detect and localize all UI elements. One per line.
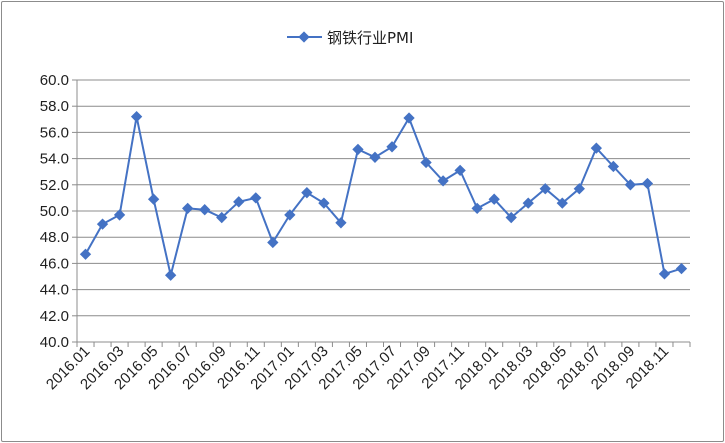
y-tick-label: 50.0 <box>40 203 69 220</box>
data-point <box>488 193 500 205</box>
data-point <box>301 187 313 199</box>
y-tick-label: 58.0 <box>40 98 69 115</box>
data-point <box>505 211 517 224</box>
x-axis: 2016.012016.032016.052016.072016.092016.… <box>43 341 691 393</box>
data-point <box>437 175 449 187</box>
y-tick-label: 52.0 <box>40 177 69 194</box>
data-point <box>590 142 603 154</box>
data-point <box>675 262 688 275</box>
data-point <box>335 217 347 229</box>
y-tick-label: 60.0 <box>40 72 69 89</box>
y-tick-label: 54.0 <box>40 151 69 168</box>
y-tick-label: 46.0 <box>40 255 69 272</box>
data-point <box>607 160 620 173</box>
y-axis: 40.0 42.0 44.0 46.0 48.0 50.0 52.0 54.0 56.0 58.0… <box>40 72 78 351</box>
data-point <box>624 179 637 191</box>
data-point <box>182 202 194 215</box>
data-point <box>233 196 245 208</box>
data-point <box>369 151 381 163</box>
data-point <box>164 269 177 281</box>
series-group <box>79 111 688 281</box>
data-point <box>284 209 296 221</box>
data-point <box>556 197 568 209</box>
data-point <box>641 177 654 190</box>
data-point <box>522 197 534 209</box>
legend-label: 钢铁行业PMI <box>327 29 413 47</box>
legend: 钢铁行业PMI <box>287 29 413 47</box>
data-point <box>454 164 466 177</box>
y-tick-label: 48.0 <box>40 229 69 246</box>
y-tick-label: 44.0 <box>40 282 69 299</box>
data-point <box>79 248 92 260</box>
gridlines <box>77 79 690 343</box>
legend-marker <box>298 31 310 43</box>
data-point <box>386 141 398 153</box>
data-point <box>573 183 585 195</box>
y-tick-label: 56.0 <box>40 124 69 141</box>
data-point <box>96 218 109 230</box>
data-point <box>420 156 432 169</box>
y-tick-label: 42.0 <box>40 308 69 325</box>
data-point <box>403 112 415 124</box>
data-point <box>147 193 160 205</box>
data-point <box>658 268 671 280</box>
data-point <box>130 111 143 123</box>
data-point <box>216 211 228 224</box>
series-line <box>84 115 682 277</box>
data-point <box>471 202 483 215</box>
data-point <box>352 143 364 156</box>
y-tick-label: 40.0 <box>40 334 69 351</box>
data-point <box>250 192 262 204</box>
data-point <box>318 197 330 209</box>
data-point <box>539 183 551 195</box>
data-point <box>199 204 211 216</box>
data-point <box>267 236 279 249</box>
